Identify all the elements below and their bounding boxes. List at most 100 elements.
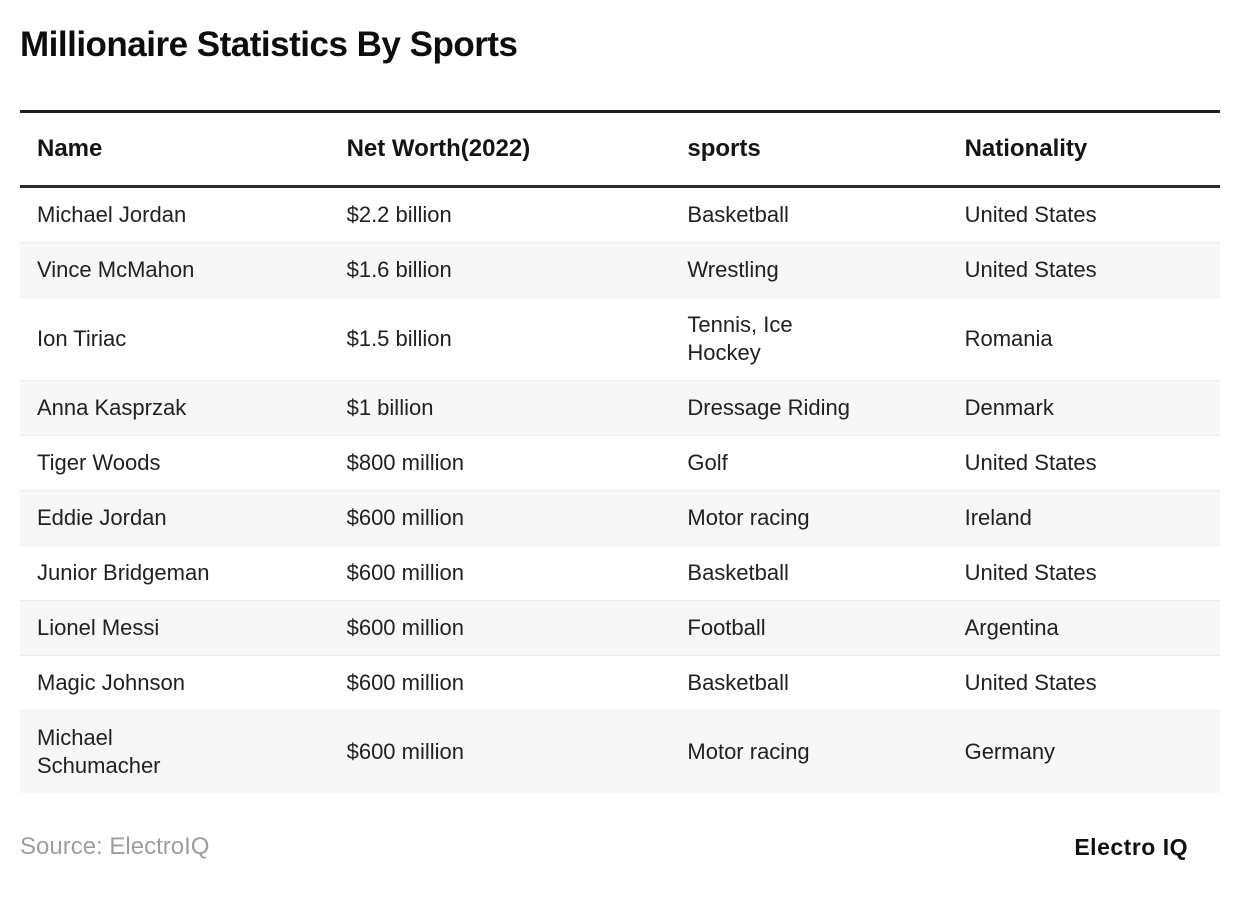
page: Millionaire Statistics By Sports Name Ne… [0, 24, 1240, 861]
cell-text: Eddie Jordan [37, 505, 167, 530]
cell-name: Michael Jordan [20, 187, 330, 243]
cell-sport: Wrestling [670, 243, 947, 298]
cell-text: $2.2 billion [346, 202, 452, 227]
cell-text: Argentina [964, 615, 1059, 640]
cell-sport: Basketball [670, 546, 947, 601]
cell-net-worth: $600 million [330, 546, 671, 601]
cell-sport: Motor racing [670, 491, 947, 546]
table-row: Tiger Woods $800 million Golf United States [20, 435, 1220, 491]
cell-net-worth: $600 million [330, 601, 671, 656]
cell-text: $600 million [346, 505, 464, 530]
table-row: Magic Johnson $600 million Basketball Unite… [20, 655, 1220, 711]
table-row: Junior Bridgeman $600 million Basketball Un… [20, 545, 1220, 601]
cell-sport: Basketball [670, 187, 947, 243]
table-row: Michael Jordan $2.2 billion Basketball Unit… [20, 187, 1220, 243]
cell-net-worth: $1.5 billion [330, 298, 671, 381]
cell-name: Anna Kasprzak [20, 381, 330, 436]
cell-text: $1.6 billion [346, 257, 452, 282]
cell-name: Tiger Woods [20, 436, 330, 491]
cell-net-worth: $1.6 billion [330, 243, 671, 298]
cell-name: Lionel Messi [20, 601, 330, 656]
cell-net-worth: $1 billion [330, 381, 671, 436]
cell-sport: Dressage Riding [670, 381, 947, 436]
cell-text: Tiger Woods [37, 450, 161, 475]
column-header-name: Name [20, 111, 330, 188]
cell-text: $600 million [346, 615, 464, 640]
cell-text: United States [964, 450, 1097, 475]
cell-nationality: United States [948, 243, 1220, 298]
cell-text: Motor racing [687, 505, 810, 530]
cell-nationality: Argentina [948, 601, 1220, 656]
cell-sport: Motor racing [670, 711, 947, 794]
cell-text: Basketball [687, 560, 789, 585]
cell-text: Wrestling [687, 257, 779, 282]
cell-text: Lionel Messi [37, 615, 160, 640]
cell-text: United States [964, 670, 1097, 695]
millionaire-stats-table: Name Net Worth(2022) sports Nationality … [20, 110, 1220, 793]
cell-sport: Golf [670, 436, 947, 491]
cell-net-worth: $600 million [330, 491, 671, 546]
table-header: Name Net Worth(2022) sports Nationality [20, 111, 1220, 188]
cell-nationality: Denmark [948, 381, 1220, 436]
cell-text: Michael Schumacher [37, 725, 161, 778]
column-header-nationality: Nationality [947, 111, 1220, 188]
table-body: Michael Jordan $2.2 billion Basketball Unit… [20, 187, 1220, 794]
cell-text: Junior Bridgeman [37, 560, 210, 585]
cell-text: $1 billion [346, 395, 434, 420]
cell-name: Magic Johnson [20, 656, 330, 711]
cell-net-worth: $2.2 billion [330, 187, 671, 243]
cell-text: Ireland [964, 505, 1032, 530]
column-header-net-worth: Net Worth(2022) [329, 111, 671, 188]
table-row: Anna Kasprzak $1 billion Dressage Riding De… [20, 380, 1220, 436]
cell-name: Michael Schumacher [20, 711, 330, 794]
cell-nationality: United States [948, 656, 1220, 711]
cell-sport: Football [670, 601, 947, 656]
cell-net-worth: $600 million [330, 711, 671, 794]
cell-nationality: Romania [948, 298, 1220, 381]
cell-text: Anna Kasprzak [37, 395, 187, 420]
footer: Source: ElectroIQ Electro IQ [20, 833, 1220, 861]
source-note: Source: ElectroIQ [20, 833, 210, 860]
cell-net-worth: $600 million [330, 656, 671, 711]
page-title: Millionaire Statistics By Sports [20, 25, 518, 64]
table-row: Eddie Jordan $600 million Motor racing Irel… [20, 490, 1220, 546]
cell-text: $600 million [346, 560, 464, 585]
cell-text: Tennis, Ice Hockey [687, 312, 793, 365]
cell-text: Ion Tiriac [37, 326, 127, 351]
cell-text: Michael Jordan [37, 202, 187, 227]
cell-sport: Tennis, Ice Hockey [670, 298, 947, 381]
table-row: Michael Schumacher $600 million Motor raci… [20, 710, 1220, 794]
cell-text: United States [964, 202, 1097, 227]
table-row: Ion Tiriac $1.5 billion Tennis, Ice Hockey… [20, 297, 1220, 381]
table-row: Vince McMahon $1.6 billion Wrestling United… [20, 242, 1220, 298]
cell-text: $600 million [346, 670, 464, 695]
cell-text: Golf [687, 450, 728, 475]
cell-text: Denmark [964, 395, 1054, 420]
cell-text: $1.5 billion [346, 326, 452, 351]
column-header-sports: sports [670, 111, 948, 188]
cell-nationality: United States [948, 436, 1220, 491]
cell-text: Basketball [687, 670, 789, 695]
cell-text: United States [964, 560, 1097, 585]
cell-text: Vince McMahon [37, 257, 195, 282]
cell-text: Basketball [687, 202, 789, 227]
cell-name: Ion Tiriac [20, 298, 330, 381]
cell-text: Romania [964, 326, 1053, 351]
cell-text: $600 million [346, 739, 464, 764]
cell-text: Dressage Riding [687, 395, 851, 420]
cell-text: Magic Johnson [37, 670, 185, 695]
cell-nationality: United States [948, 546, 1220, 601]
cell-text: $800 million [346, 450, 464, 475]
cell-nationality: Ireland [948, 491, 1220, 546]
cell-nationality: United States [948, 187, 1220, 243]
cell-text: Football [687, 615, 766, 640]
cell-nationality: Germany [948, 711, 1220, 794]
cell-net-worth: $800 million [330, 436, 671, 491]
cell-name: Vince McMahon [20, 243, 330, 298]
cell-text: Germany [964, 739, 1056, 764]
cell-name: Eddie Jordan [20, 491, 330, 546]
cell-text: United States [964, 257, 1097, 282]
table-header-row: Name Net Worth(2022) sports Nationality [20, 111, 1220, 188]
cell-name: Junior Bridgeman [20, 546, 330, 601]
cell-text: Motor racing [687, 739, 810, 764]
